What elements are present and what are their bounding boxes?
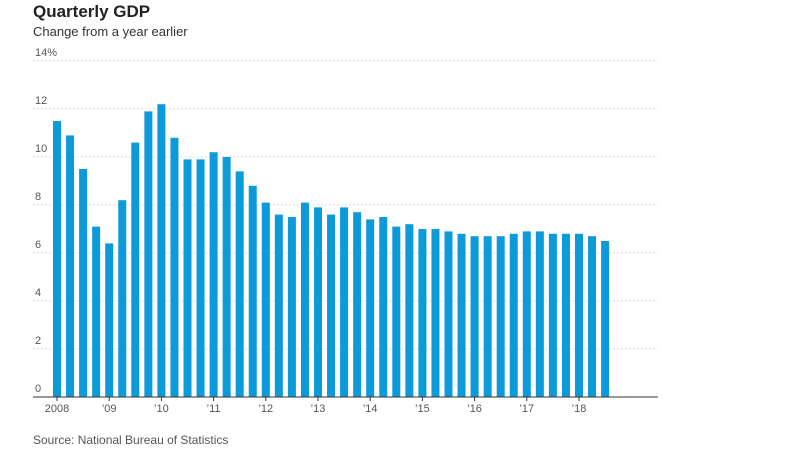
- y-tick-label: 8: [35, 191, 41, 203]
- x-tick-label: ’16: [467, 403, 482, 415]
- bar: [131, 142, 140, 397]
- bar: [248, 185, 257, 397]
- y-tick-label: 12: [35, 95, 47, 107]
- bar: [444, 231, 453, 397]
- bar: [366, 219, 375, 397]
- x-tick-label: 2008: [45, 403, 69, 415]
- x-tick-label: ’13: [311, 403, 326, 415]
- bar: [457, 233, 466, 397]
- bar: [418, 229, 427, 397]
- bar: [170, 137, 179, 398]
- y-axis-ticks: 0 2 4 6 8 10 12 14%: [35, 47, 57, 395]
- x-tick-label: ’15: [415, 403, 430, 415]
- x-tick-label: ’14: [363, 403, 378, 415]
- x-tick-label: ’18: [572, 403, 587, 415]
- bar: [535, 231, 544, 397]
- bar: [392, 226, 401, 397]
- bar: [300, 202, 309, 397]
- bar: [327, 214, 336, 397]
- bar: [92, 226, 101, 397]
- chart-title: Quarterly GDP: [33, 2, 151, 21]
- bar: [287, 217, 296, 397]
- bar: [522, 231, 531, 397]
- chart-subtitle: Change from a year earlier: [33, 24, 188, 39]
- x-tick-label: ’09: [102, 403, 117, 415]
- bar: [379, 217, 388, 397]
- y-tick-label: 10: [35, 143, 47, 155]
- bar: [144, 111, 153, 398]
- bars: [53, 104, 610, 398]
- bar: [274, 214, 283, 397]
- y-tick-label: 4: [35, 287, 41, 299]
- bar: [183, 159, 192, 397]
- bar: [105, 243, 114, 397]
- bar: [431, 229, 440, 397]
- bar: [79, 169, 88, 397]
- bar: [601, 241, 610, 397]
- y-tick-label: 0: [35, 383, 41, 395]
- x-tick-label: ’10: [154, 403, 169, 415]
- bar: [561, 233, 570, 397]
- bar: [66, 135, 75, 397]
- x-tick-label: ’11: [207, 403, 221, 415]
- y-tick-label: 2: [35, 335, 41, 347]
- bar: [509, 233, 518, 397]
- x-tick-label: ’17: [519, 403, 534, 415]
- bar: [340, 207, 349, 397]
- x-tick-label: ’12: [258, 403, 273, 415]
- bar: [157, 104, 166, 397]
- bar: [588, 236, 597, 397]
- bar: [548, 233, 557, 397]
- bar: [496, 236, 505, 397]
- x-axis-ticks: 2008 ’09 ’10 ’11 ’12 ’13 ’14 ’15 ’16 ’17 ’18: [45, 397, 587, 415]
- bar: [575, 233, 583, 397]
- bar: [118, 200, 127, 397]
- bar: [483, 236, 492, 397]
- bar: [53, 121, 61, 397]
- bar: [470, 236, 479, 397]
- bar: [196, 159, 205, 397]
- chart-source: Source: National Bureau of Statistics: [33, 433, 229, 447]
- y-tick-label: 14%: [35, 47, 57, 59]
- bar: [222, 157, 231, 397]
- bar: [353, 212, 362, 397]
- y-tick-label: 6: [35, 239, 41, 251]
- bar: [261, 202, 270, 397]
- bar: [314, 207, 322, 397]
- bar: [209, 152, 218, 397]
- bar: [235, 171, 244, 397]
- bar: [405, 224, 414, 397]
